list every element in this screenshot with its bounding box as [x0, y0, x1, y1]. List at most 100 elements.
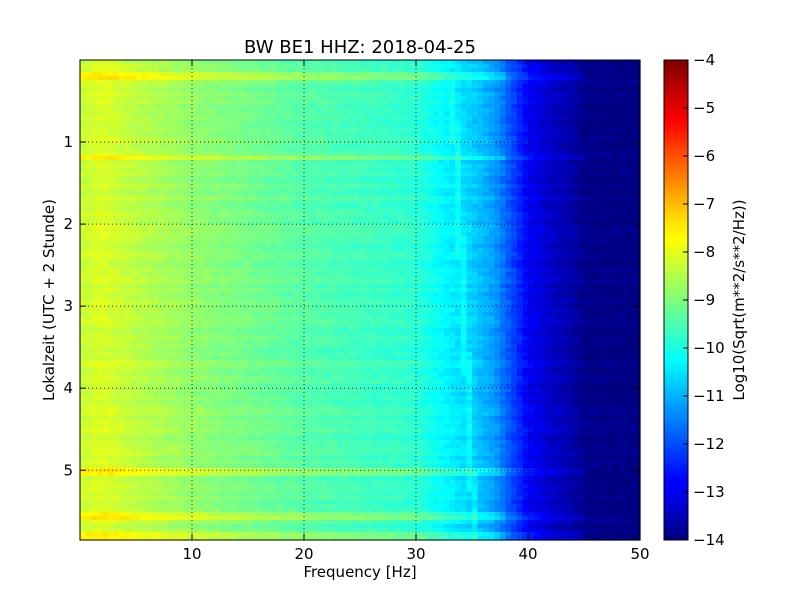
- heatmap-cell: [494, 128, 501, 133]
- heatmap-cell: [466, 188, 473, 193]
- heatmap-cell: [96, 212, 103, 217]
- heatmap-cell: [516, 252, 523, 257]
- heatmap-cell: [477, 76, 484, 81]
- heatmap-cell: [371, 156, 378, 161]
- heatmap-cell: [102, 220, 109, 225]
- heatmap-cell: [438, 220, 445, 225]
- heatmap-cell: [158, 204, 165, 209]
- heatmap-cell: [214, 140, 221, 145]
- heatmap-cell: [147, 188, 154, 193]
- heatmap-cell: [309, 120, 316, 125]
- heatmap-cell: [242, 76, 249, 81]
- heatmap-cell: [483, 72, 490, 77]
- heatmap-cell: [164, 92, 171, 97]
- heatmap-cell: [124, 156, 131, 161]
- heatmap-cell: [158, 136, 165, 141]
- heatmap-cell: [220, 76, 227, 81]
- heatmap-cell: [421, 188, 428, 193]
- heatmap-cell: [124, 252, 131, 257]
- heatmap-cell: [292, 204, 299, 209]
- heatmap-cell: [119, 252, 126, 257]
- heatmap-cell: [147, 196, 154, 201]
- heatmap-cell: [382, 212, 389, 217]
- heatmap-cell: [236, 184, 243, 189]
- heatmap-cell: [584, 164, 591, 169]
- heatmap-cell: [141, 156, 148, 161]
- heatmap-cell: [399, 88, 406, 93]
- heatmap-cell: [550, 124, 557, 129]
- heatmap-cell: [567, 100, 574, 105]
- heatmap-cell: [432, 136, 439, 141]
- heatmap-cell: [449, 204, 456, 209]
- heatmap-cell: [634, 224, 641, 229]
- heatmap-cell: [147, 148, 154, 153]
- heatmap-cell: [500, 240, 507, 245]
- heatmap-cell: [449, 76, 456, 81]
- heatmap-cell: [416, 192, 423, 197]
- heatmap-cell: [466, 92, 473, 97]
- heatmap-cell: [427, 76, 434, 81]
- heatmap-cell: [298, 152, 305, 157]
- heatmap-cell: [248, 176, 255, 181]
- heatmap-cell: [203, 228, 210, 233]
- heatmap-cell: [539, 92, 546, 97]
- heatmap-cell: [617, 120, 624, 125]
- heatmap-cell: [192, 136, 199, 141]
- heatmap-cell: [113, 124, 120, 129]
- heatmap-cell: [522, 156, 529, 161]
- heatmap-cell: [169, 168, 176, 173]
- heatmap-cell: [354, 228, 361, 233]
- heatmap-cell: [460, 204, 467, 209]
- heatmap-cell: [505, 188, 512, 193]
- heatmap-cell: [388, 200, 395, 205]
- heatmap-cell: [634, 212, 641, 217]
- heatmap-cell: [332, 256, 339, 261]
- heatmap-cell: [158, 88, 165, 93]
- heatmap-cell: [136, 196, 143, 201]
- heatmap-cell: [164, 104, 171, 109]
- heatmap-cell: [259, 148, 266, 153]
- heatmap-cell: [298, 196, 305, 201]
- heatmap-cell: [612, 68, 619, 73]
- heatmap-cell: [589, 256, 596, 261]
- heatmap-cell: [315, 64, 322, 69]
- heatmap-cell: [147, 192, 154, 197]
- heatmap-cell: [432, 116, 439, 121]
- heatmap-cell: [281, 188, 288, 193]
- heatmap-cell: [214, 128, 221, 133]
- heatmap-cell: [332, 100, 339, 105]
- heatmap-cell: [208, 212, 215, 217]
- heatmap-cell: [567, 92, 574, 97]
- heatmap-cell: [365, 152, 372, 157]
- heatmap-cell: [528, 168, 535, 173]
- heatmap-cell: [192, 164, 199, 169]
- heatmap-cell: [276, 120, 283, 125]
- heatmap-cell: [343, 92, 350, 97]
- heatmap-cell: [164, 132, 171, 137]
- heatmap-cell: [628, 216, 635, 221]
- heatmap-cell: [528, 100, 535, 105]
- heatmap-cell: [119, 136, 126, 141]
- heatmap-cell: [276, 136, 283, 141]
- heatmap-cell: [203, 244, 210, 249]
- heatmap-cell: [164, 204, 171, 209]
- heatmap-cell: [292, 252, 299, 257]
- heatmap-cell: [343, 244, 350, 249]
- heatmap-cell: [533, 100, 540, 105]
- heatmap-cell: [416, 200, 423, 205]
- heatmap-cell: [136, 204, 143, 209]
- heatmap-cell: [208, 124, 215, 129]
- heatmap-cell: [320, 180, 327, 185]
- heatmap-cell: [460, 148, 467, 153]
- heatmap-cell: [124, 236, 131, 241]
- heatmap-cell: [483, 128, 490, 133]
- heatmap-cell: [147, 140, 154, 145]
- heatmap-cell: [511, 136, 518, 141]
- heatmap-cell: [365, 208, 372, 213]
- heatmap-cell: [225, 196, 232, 201]
- heatmap-cell: [315, 176, 322, 181]
- heatmap-cell: [259, 84, 266, 89]
- heatmap-cell: [337, 252, 344, 257]
- heatmap-cell: [427, 236, 434, 241]
- heatmap-cell: [623, 104, 630, 109]
